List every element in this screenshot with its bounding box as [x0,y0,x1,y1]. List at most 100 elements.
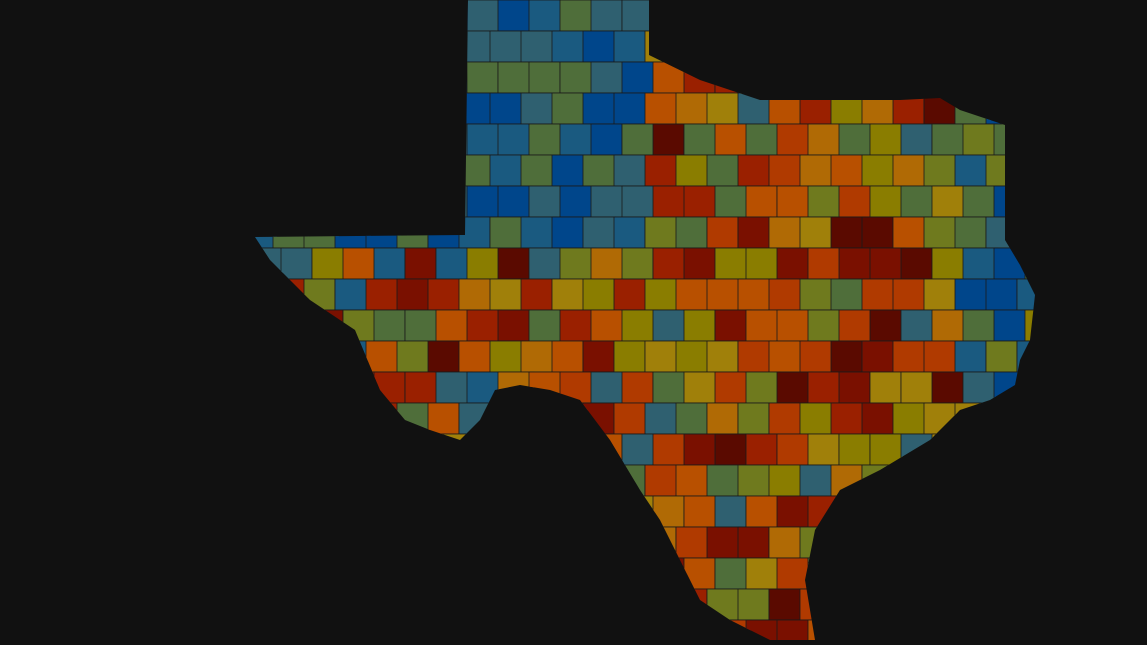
county [551,92,588,125]
county [497,123,535,156]
county [520,30,556,63]
county [621,123,658,156]
county [799,402,833,435]
county [799,154,835,187]
county [520,340,555,373]
county [745,309,782,342]
county [458,278,492,311]
county [365,278,401,311]
county [404,247,437,280]
county [923,278,958,311]
county [993,309,1030,342]
county [869,371,902,404]
county [675,526,712,559]
county [799,216,836,249]
county [745,123,779,156]
county [706,216,739,249]
county [807,433,840,466]
county [1024,309,1035,342]
county [621,247,654,280]
county [652,123,685,156]
county [404,309,439,342]
county [621,371,654,404]
county [528,61,561,94]
county [427,278,465,311]
county [714,557,752,590]
county [745,247,780,280]
county [590,309,628,342]
county [768,588,803,621]
county [582,278,617,311]
county [590,247,626,280]
county [830,278,864,311]
county [528,185,565,218]
county [714,123,748,156]
county [892,278,930,311]
county [489,30,525,63]
county [931,371,966,404]
county [962,123,996,156]
county [683,371,717,404]
county [675,92,711,125]
county [497,309,532,342]
county [489,216,527,249]
county [807,123,843,156]
county [714,433,752,466]
county [714,247,751,280]
county [714,185,750,218]
county [985,340,1018,373]
county [466,247,503,280]
county [768,278,804,311]
county [489,92,525,125]
county [683,123,719,156]
county [737,154,775,187]
county [644,92,680,125]
county [962,309,998,342]
county [497,185,533,218]
county [799,340,834,373]
county [706,464,744,497]
county [830,216,866,249]
county [737,464,771,497]
county [892,154,929,187]
county [869,309,905,342]
county [466,61,499,94]
county [675,464,712,497]
county [590,185,624,218]
county [737,340,772,373]
county [706,526,741,559]
county [807,247,845,280]
county [706,278,744,311]
county [807,185,841,218]
county [559,309,595,342]
county [497,0,534,32]
county [923,154,958,187]
county [768,402,803,435]
county [745,495,782,528]
county [830,340,868,373]
county [745,557,780,590]
county [683,495,717,528]
county [954,278,989,311]
county [737,216,772,249]
county [559,61,593,94]
county [427,402,460,435]
county [675,154,709,187]
county [962,371,997,404]
county [613,92,648,125]
county [621,433,659,466]
county [861,340,896,373]
county [489,278,524,311]
county [768,154,804,187]
county [861,278,896,311]
county [590,371,627,404]
county [559,185,596,218]
county [799,464,833,497]
county [551,30,589,63]
county [613,278,650,311]
county [768,526,806,559]
county [931,123,966,156]
county [923,340,958,373]
county [675,340,709,373]
county [838,123,876,156]
